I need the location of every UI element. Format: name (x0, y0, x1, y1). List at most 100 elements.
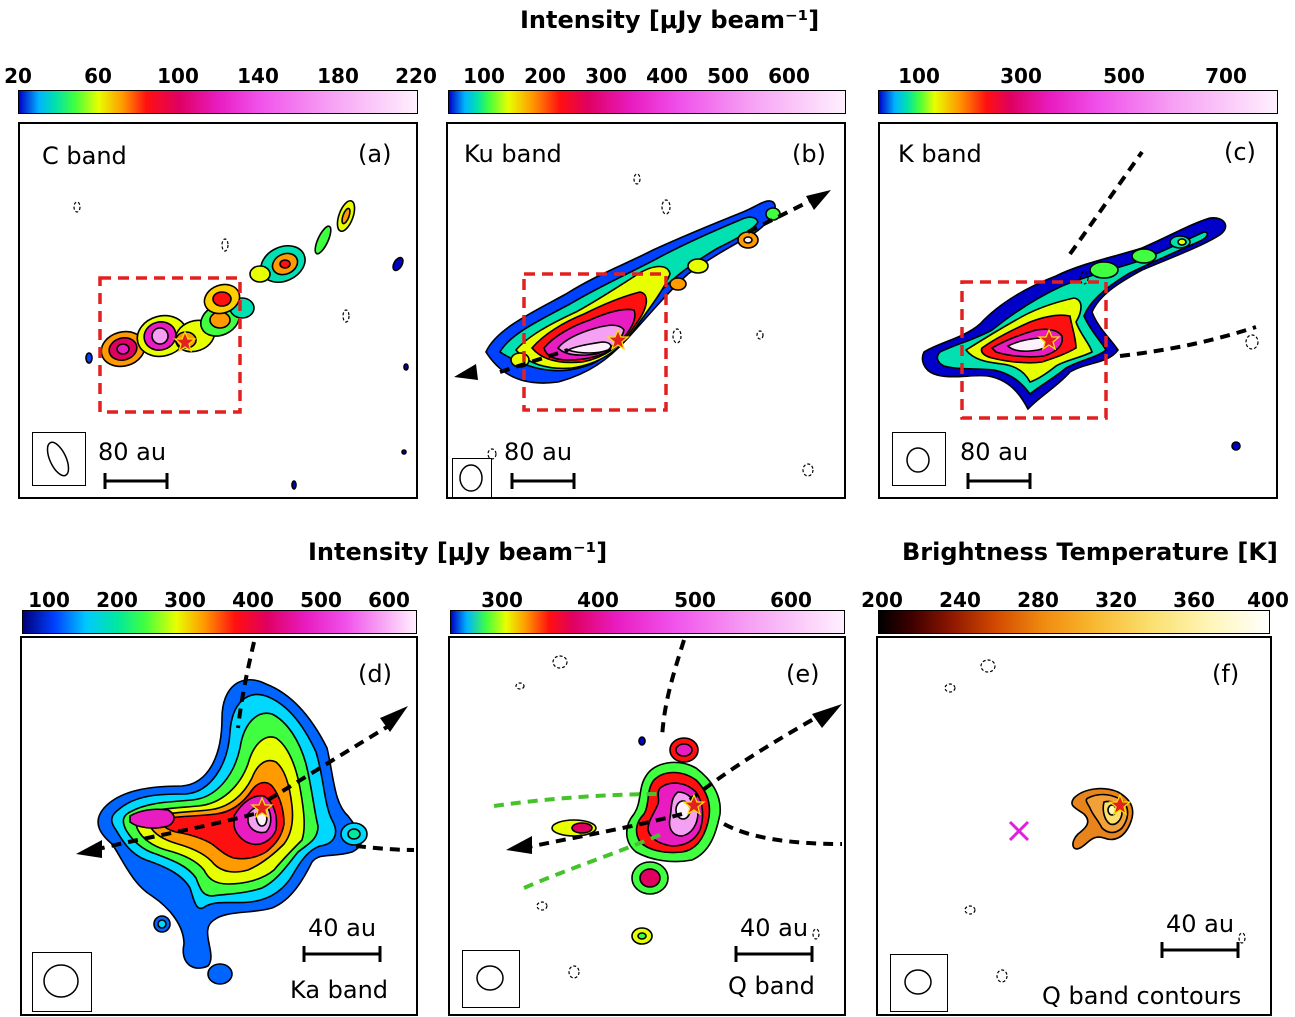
colorbar-tick: 140 (237, 64, 279, 88)
negative-contours (944, 659, 1246, 983)
zoom-region-box (960, 280, 1108, 420)
beam-box (892, 432, 946, 486)
ka-band-emission (97, 679, 368, 985)
beam-ellipse-icon (459, 464, 483, 492)
colorbar-tick: 200 (96, 588, 138, 612)
negative-contours (487, 173, 814, 477)
protostar-star-icon (1037, 328, 1061, 351)
panel-id: (a) (358, 140, 392, 168)
band-label: C band (42, 142, 127, 170)
colorbar-tick: 600 (368, 588, 410, 612)
panel-id: (b) (792, 140, 826, 168)
colorbar-tick: 100 (463, 64, 505, 88)
beam-ellipse-icon (906, 447, 930, 473)
outflow-lines (523, 639, 843, 850)
protostar-star-icon (606, 328, 630, 351)
colorbar-c-ticks: 100 300 500 700 (878, 64, 1278, 90)
beam-box (452, 458, 492, 497)
outflow-lines (1068, 150, 1257, 358)
colorbar-tick: 220 (395, 64, 437, 88)
intensity-map-c (921, 150, 1259, 489)
zoom-region-box (98, 276, 242, 414)
panel-id: (f) (1212, 660, 1240, 688)
cone-lines (493, 792, 663, 890)
colorbar-b-ticks: 100 200 300 400 500 600 (448, 64, 846, 90)
beam-ellipse-icon (476, 965, 504, 991)
intensity-map-e (493, 639, 843, 979)
zoom-region-box (522, 272, 668, 412)
colorbar-tick: 500 (674, 588, 716, 612)
outflow-arrowhead-icon (812, 704, 842, 728)
protostar-star-icon (250, 796, 274, 819)
colorbar-tick: 600 (768, 64, 810, 88)
panel-id: (e) (786, 660, 820, 688)
negative-contours (73, 156, 350, 323)
colorbar-a-ticks: 20 60 100 140 180 220 (4, 64, 437, 90)
intensity-heading-top: Intensity [μJy beam⁻¹] (520, 6, 820, 34)
colorbar-b (448, 90, 846, 114)
panel-b: Ku band (b) 80 au (446, 122, 846, 499)
colorbar-tick: 320 (1095, 588, 1137, 612)
colorbar-tick: 100 (157, 64, 199, 88)
band-label: Q band (728, 972, 815, 1000)
band-label: Q band contours (1042, 982, 1242, 1010)
colorbar-tick: 100 (28, 588, 70, 612)
band-label: Ka band (290, 976, 389, 1004)
beam-ellipse-icon (46, 441, 70, 477)
ku-band-emission (485, 200, 781, 384)
negative-contours (515, 655, 820, 979)
beam-ellipse-icon (904, 969, 932, 995)
colorbar-tick: 400 (646, 64, 688, 88)
scale-bar-label: 40 au (308, 914, 377, 942)
intensity-map-a (73, 156, 409, 490)
colorbar-tick: 360 (1173, 588, 1215, 612)
q-band-contours (1071, 787, 1134, 850)
panel-f: (f) 40 au Q band contours (876, 636, 1272, 1016)
scale-bar-label: 80 au (960, 438, 1029, 466)
panel-id: (d) (358, 660, 392, 688)
outflow-arrow (454, 190, 831, 380)
brightness-map-f (944, 659, 1246, 983)
band-label: Ku band (464, 140, 562, 168)
outflow-lines (93, 641, 415, 852)
colorbar-tick: 400 (1247, 588, 1289, 612)
colorbar-e (450, 610, 845, 634)
negative-contours (1079, 271, 1259, 350)
colorbar-d (22, 610, 417, 634)
colorbar-c (878, 90, 1278, 114)
beam-box (32, 432, 86, 486)
colorbar-tick: 600 (770, 588, 812, 612)
colorbar-tick: 400 (577, 588, 619, 612)
colorbar-tick: 700 (1205, 64, 1247, 88)
colorbar-a (18, 90, 418, 114)
colorbar-tick: 280 (1017, 588, 1059, 612)
panel-d: (d) 40 au Ka band (20, 636, 418, 1016)
beam-ellipse-icon (43, 964, 79, 998)
colorbar-tick: 100 (898, 64, 940, 88)
colorbar-d-ticks: 100 200 300 400 500 600 (22, 588, 417, 614)
colorbar-tick: 180 (317, 64, 359, 88)
colorbar-tick: 400 (232, 588, 274, 612)
outflow-arrowhead-icon (506, 836, 532, 854)
colorbar-tick: 20 (4, 64, 32, 88)
beam-box (462, 950, 520, 1008)
q-band-emission (551, 736, 721, 945)
scale-bar-label: 80 au (98, 438, 167, 466)
intensity-map-d (76, 641, 415, 985)
panel-e: (e) 40 au Q band (448, 636, 846, 1016)
scale-bar-label: 40 au (740, 914, 809, 942)
colorbar-tick: 240 (939, 588, 981, 612)
colorbar-tick: 500 (707, 64, 749, 88)
panel-id: (c) (1224, 138, 1256, 166)
colorbar-f-ticks: 200 240 280 320 360 400 (861, 588, 1289, 614)
panel-c: K band (c) 80 au (878, 122, 1278, 499)
intensity-heading-middle: Intensity [μJy beam⁻¹] (308, 538, 608, 566)
colorbar-tick: 60 (84, 64, 112, 88)
colorbar-tick: 300 (164, 588, 206, 612)
scale-bar-label: 80 au (504, 438, 573, 466)
colorbar-tick: 500 (1103, 64, 1145, 88)
band-label: K band (898, 140, 982, 168)
k-band-emission (921, 217, 1241, 451)
outflow-arrowhead-icon (76, 840, 102, 858)
beam-box (32, 952, 92, 1012)
